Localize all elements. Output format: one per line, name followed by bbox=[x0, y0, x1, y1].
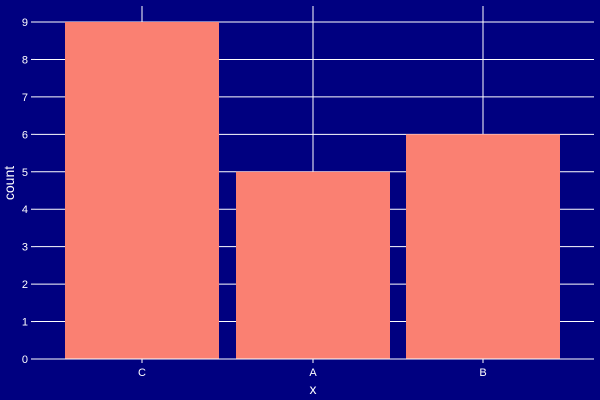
x-tick-label: A bbox=[309, 367, 317, 379]
bar-A bbox=[236, 171, 390, 359]
bar-B bbox=[406, 134, 560, 359]
bar-layer bbox=[65, 22, 560, 359]
y-tick-label: 2 bbox=[22, 279, 28, 291]
y-tick-label: 4 bbox=[22, 204, 28, 216]
axis-layer: 0 1 2 3 4 5 6 7 8 9 C A B bbox=[22, 17, 594, 379]
y-tick-label: 9 bbox=[22, 17, 28, 29]
y-tick-label: 5 bbox=[22, 167, 28, 179]
y-tick-label: 6 bbox=[22, 129, 28, 141]
y-tick-label: 0 bbox=[22, 354, 28, 366]
y-axis-label: count bbox=[1, 166, 17, 200]
x-tick-label: C bbox=[138, 367, 146, 379]
y-tick-label: 1 bbox=[22, 317, 28, 329]
y-tick-label: 7 bbox=[22, 92, 28, 104]
bar-C bbox=[65, 22, 219, 359]
x-axis-label: x bbox=[310, 381, 317, 397]
x-tick-label: B bbox=[479, 367, 486, 379]
y-tick-label: 3 bbox=[22, 242, 28, 254]
y-tick-label: 8 bbox=[22, 54, 28, 66]
